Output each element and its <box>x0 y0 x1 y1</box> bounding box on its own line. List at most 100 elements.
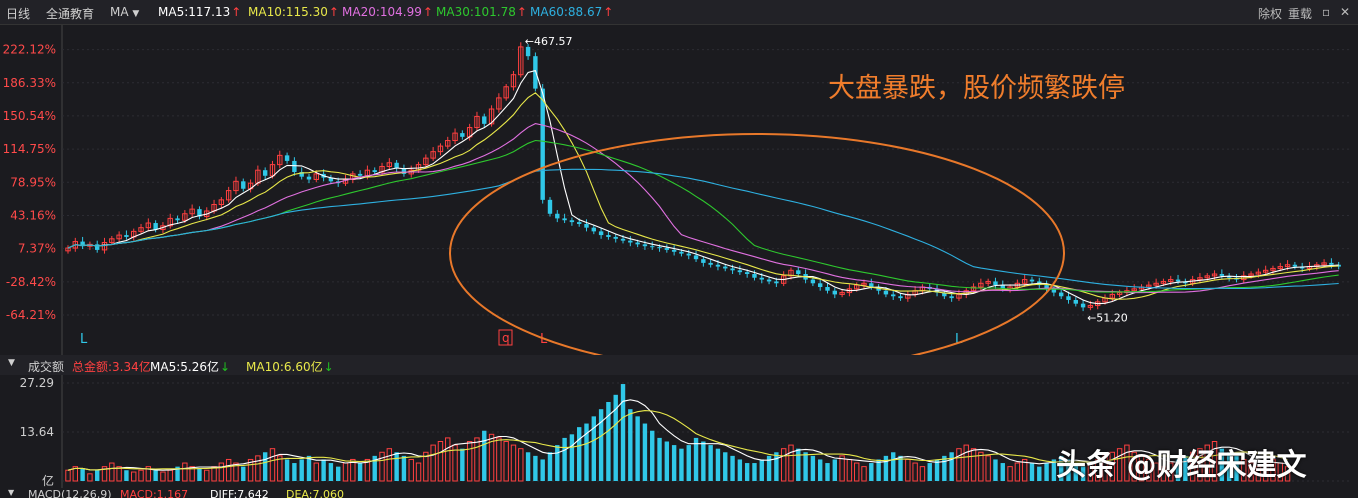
candle-body <box>116 234 122 240</box>
volume-bar <box>1014 462 1021 482</box>
volume-bar <box>978 451 984 482</box>
volume-bar <box>606 401 611 481</box>
candle-body <box>562 218 567 221</box>
volume-bar <box>518 448 524 482</box>
candle-body <box>584 223 589 228</box>
candle-body <box>970 286 977 292</box>
candle-body <box>482 116 487 124</box>
candle-body <box>1109 293 1116 299</box>
volume-bar <box>211 466 217 482</box>
candle-body <box>730 268 735 271</box>
candle-body <box>292 160 297 173</box>
volume-bar <box>167 469 173 482</box>
volume-bar <box>269 448 276 482</box>
volume-bar <box>562 437 567 481</box>
volume-bar <box>635 416 640 481</box>
volume-bar <box>101 466 108 482</box>
collapse-icon[interactable]: ▼ <box>8 488 15 497</box>
candle-body <box>153 223 158 230</box>
ma30-line <box>67 139 1339 293</box>
volume-bar <box>1029 463 1035 481</box>
candle-body <box>306 176 312 180</box>
ex-rights-button[interactable]: 除权 <box>1258 7 1283 21</box>
candle-body <box>474 115 480 129</box>
volume-bar <box>87 473 93 482</box>
candle-body <box>577 222 582 224</box>
candle-body <box>993 281 998 286</box>
y-tick-label: -64.21% <box>6 308 56 322</box>
candle-body <box>430 151 436 159</box>
volume-bar <box>949 452 954 481</box>
volume-bar <box>1021 458 1028 482</box>
collapse-icon[interactable]: ▼ <box>8 358 15 368</box>
volume-ma5-value: MA5:5.26亿 <box>150 360 219 374</box>
macd-value: MACD:1.167 <box>120 488 189 498</box>
restore-window-icon[interactable]: ▫ <box>1322 5 1331 19</box>
indicator-select[interactable]: MA ▼ <box>110 5 139 19</box>
volume-bar <box>233 462 239 482</box>
volume-bar <box>1124 444 1130 482</box>
up-arrow-icon: ↑ <box>603 5 614 19</box>
volume-bar <box>1153 462 1159 482</box>
volume-bar <box>197 468 202 481</box>
volume-bar <box>1037 466 1042 481</box>
candle-body <box>1087 305 1094 308</box>
volume-bar <box>788 444 794 482</box>
volume-bar <box>628 409 633 481</box>
price-chart[interactable]: 222.12% 186.33% 150.54% 114.75% 78.95% 43.16%… <box>0 25 1358 355</box>
volume-bar <box>394 452 399 481</box>
candle-body <box>233 180 239 192</box>
volume-bar <box>218 462 225 482</box>
volume-bar <box>386 448 393 482</box>
candle-body <box>101 241 108 251</box>
candle-body <box>664 248 670 250</box>
candle-body <box>1255 271 1262 275</box>
volume-bar <box>1044 463 1049 481</box>
candle-body <box>883 290 889 295</box>
volume-bar <box>927 463 932 481</box>
candle-body <box>1277 266 1283 269</box>
candle-body <box>437 145 444 153</box>
candle-body <box>284 155 290 161</box>
candle-body <box>1116 292 1123 295</box>
volume-bar <box>336 466 341 481</box>
ma60-legend: MA60:88.67↑ <box>530 5 613 19</box>
volume-bar <box>1270 458 1276 482</box>
candle-body <box>817 283 823 287</box>
candle-body <box>723 266 728 269</box>
volume-bar <box>321 459 326 481</box>
diff-value: DIFF:7.642 <box>210 488 269 498</box>
volume-bar <box>898 455 903 481</box>
volume-bar <box>825 463 830 481</box>
reload-button[interactable]: 重载 <box>1288 7 1313 21</box>
candle-body <box>1000 285 1005 289</box>
volume-bar <box>1066 459 1071 481</box>
candle-body <box>269 164 276 177</box>
volume-chart[interactable]: 27.29 13.64 亿 <box>0 375 1358 488</box>
volume-bar <box>708 445 713 481</box>
volume-bar <box>1102 455 1108 482</box>
up-arrow-icon: ↑ <box>328 5 339 19</box>
volume-bar <box>715 448 721 481</box>
volume-bar <box>1131 451 1137 482</box>
close-icon[interactable]: ✕ <box>1340 5 1351 19</box>
volume-bar <box>262 452 268 481</box>
volume-bar <box>460 448 465 481</box>
candle-body <box>218 199 225 205</box>
volume-bar <box>693 437 699 481</box>
period-label[interactable]: 日线 <box>6 7 31 21</box>
max-price-label: ←467.57 <box>525 35 573 48</box>
candle-body <box>628 240 633 243</box>
stock-name-label[interactable]: 全通教育 <box>46 7 95 21</box>
candle-body <box>182 213 188 221</box>
candle-body <box>313 173 319 180</box>
volume-bar <box>970 448 977 482</box>
candle-body <box>525 46 531 57</box>
volume-bar <box>153 470 158 481</box>
volume-bar <box>664 441 670 481</box>
volume-bar <box>1095 458 1101 482</box>
volume-bar <box>591 416 597 481</box>
volume-bar <box>956 448 962 482</box>
volume-bar <box>189 466 195 482</box>
candle-body <box>810 279 816 284</box>
